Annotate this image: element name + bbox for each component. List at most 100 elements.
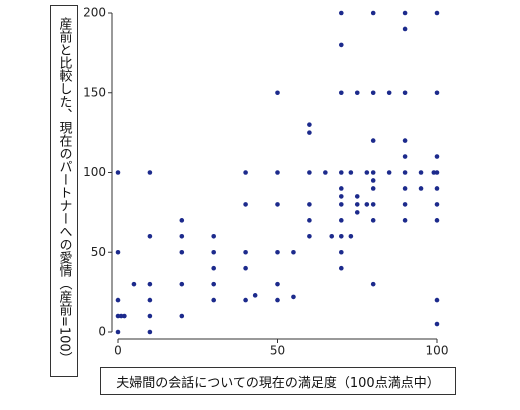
y-tick-label: 150 — [83, 85, 106, 99]
point — [402, 154, 408, 159]
point — [211, 265, 216, 271]
point — [386, 90, 392, 96]
point — [370, 178, 376, 183]
point — [370, 186, 376, 191]
point — [275, 170, 280, 175]
point — [339, 194, 344, 199]
point — [370, 202, 376, 207]
point — [179, 313, 185, 319]
point — [211, 249, 216, 255]
point — [115, 249, 121, 255]
point — [307, 170, 312, 175]
point — [339, 10, 344, 16]
point — [291, 249, 296, 255]
point — [147, 281, 153, 287]
point — [402, 218, 408, 223]
point — [434, 297, 440, 303]
point — [307, 218, 312, 223]
point — [115, 313, 121, 319]
point — [147, 313, 153, 319]
x-axis-label: 夫婦間の会話についての現在の満足度（100点満点中） — [100, 367, 456, 395]
point — [434, 170, 440, 175]
point — [418, 186, 424, 191]
point — [339, 265, 344, 271]
point — [354, 194, 360, 199]
point — [147, 170, 153, 175]
point — [179, 218, 185, 223]
point — [370, 281, 376, 287]
point — [339, 90, 344, 96]
y-axis-label: 産前と比較した、現在のパートナーへの愛情（産前=100） — [50, 5, 78, 377]
point — [434, 202, 440, 207]
point — [179, 234, 185, 239]
point — [348, 170, 354, 175]
point — [307, 122, 312, 127]
point — [147, 234, 153, 239]
y-tick-label: 100 — [83, 165, 106, 179]
point — [339, 218, 344, 223]
point — [122, 313, 127, 319]
point — [243, 249, 248, 255]
point — [386, 170, 392, 175]
point — [275, 281, 280, 287]
point — [211, 281, 216, 287]
point — [118, 313, 124, 319]
point — [354, 210, 360, 215]
point — [434, 186, 440, 191]
point — [243, 202, 248, 207]
point — [402, 138, 408, 143]
point — [418, 170, 424, 175]
point — [354, 90, 360, 96]
x-tick-label: 100 — [426, 344, 449, 358]
point — [431, 170, 437, 175]
point — [364, 202, 370, 207]
point — [434, 10, 440, 16]
y-tick-label: 0 — [98, 325, 106, 339]
point — [339, 234, 344, 239]
point — [307, 234, 312, 239]
point — [402, 202, 408, 207]
point — [243, 297, 248, 303]
point — [211, 297, 216, 303]
point — [275, 90, 280, 96]
point — [339, 42, 344, 48]
point — [275, 249, 280, 255]
point — [323, 170, 328, 175]
x-tick-label: 0 — [114, 344, 122, 358]
point — [370, 138, 376, 143]
point — [402, 90, 408, 96]
point — [370, 90, 376, 96]
point — [339, 186, 344, 191]
point — [329, 234, 335, 239]
point — [370, 10, 376, 16]
point — [370, 170, 376, 175]
point — [348, 234, 354, 239]
point — [434, 154, 440, 159]
point — [115, 297, 121, 303]
point — [370, 218, 376, 223]
point — [179, 249, 185, 255]
point — [179, 281, 185, 287]
point — [115, 329, 121, 335]
point — [115, 170, 121, 175]
x-tick-label: 50 — [270, 344, 285, 358]
point — [275, 297, 280, 303]
point — [339, 202, 344, 207]
point — [243, 170, 248, 175]
point — [434, 321, 440, 327]
point — [339, 170, 344, 175]
point — [307, 202, 312, 207]
point — [147, 329, 153, 335]
point — [275, 202, 280, 207]
point — [339, 249, 344, 255]
y-tick-label: 50 — [91, 245, 106, 259]
point — [402, 10, 408, 16]
point — [252, 293, 258, 298]
point — [291, 294, 296, 300]
point — [434, 218, 440, 223]
point — [243, 265, 248, 271]
point — [147, 297, 153, 303]
point — [402, 186, 408, 191]
point — [211, 234, 216, 239]
